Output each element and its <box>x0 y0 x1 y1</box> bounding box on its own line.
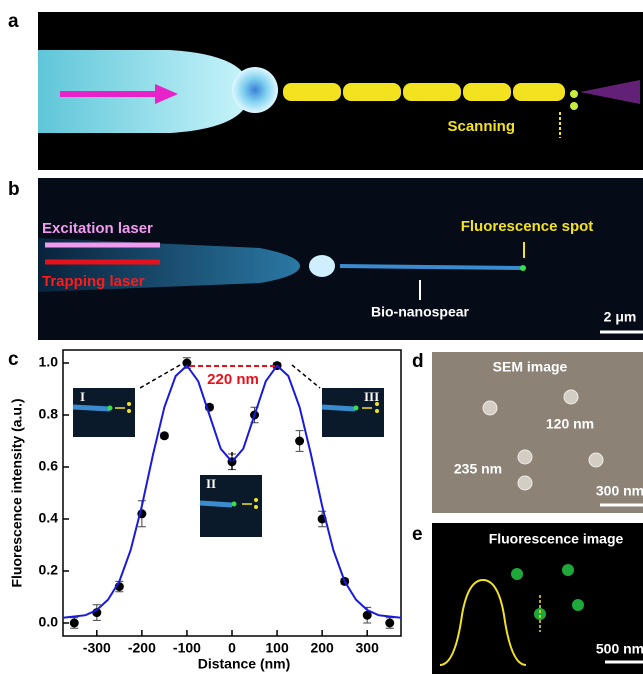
spear-label: Bio-nanospear <box>371 304 470 320</box>
figure: a Scanning b Excitation laser Trapping l… <box>0 0 643 674</box>
sphere <box>232 67 278 113</box>
y-tick-label: 0.6 <box>39 458 59 474</box>
sem-title: SEM image <box>493 359 568 375</box>
x-tick-label: -200 <box>128 640 156 656</box>
y-tick-label: 0.0 <box>39 614 59 630</box>
data-point <box>295 437 304 446</box>
fluo-title: Fluorescence image <box>489 531 624 547</box>
x-tick-label: 0 <box>228 640 236 656</box>
x-tick-label: -100 <box>173 640 201 656</box>
inset-label: I <box>80 389 85 404</box>
x-tick-label: 200 <box>310 640 334 656</box>
x-tick-label: 300 <box>356 640 380 656</box>
panel-label: a <box>8 11 19 32</box>
data-point <box>385 619 394 628</box>
y-tick-label: 0.4 <box>39 510 59 526</box>
x-tick-label: -300 <box>83 640 111 656</box>
insets <box>73 365 384 537</box>
y-tick-label: 1.0 <box>39 354 59 370</box>
panel-label: e <box>412 524 423 545</box>
y-tick-label: 0.2 <box>39 562 59 578</box>
scanning-label: Scanning <box>447 118 515 135</box>
spot-label: Fluorescence spot <box>461 218 594 235</box>
inset-label: III <box>364 389 379 404</box>
particle <box>570 102 578 110</box>
excitation-label: Excitation laser <box>42 220 153 237</box>
scale-label: 300 nm <box>596 483 643 499</box>
trapping-label: Trapping laser <box>42 273 145 290</box>
y-axis-label: Fluorescence intensity (a.u.) <box>9 398 25 587</box>
panel-label: c <box>8 349 19 370</box>
panel-label: b <box>8 179 20 200</box>
spot <box>520 265 526 271</box>
spear <box>340 266 523 268</box>
y-tick-label: 0.8 <box>39 406 59 422</box>
rods <box>283 83 565 101</box>
particle <box>570 90 578 98</box>
inset-label: II <box>206 476 216 491</box>
scale-label: 2 μm <box>604 309 637 325</box>
x-axis-label: Distance (nm) <box>198 656 291 672</box>
x-tick-label: 100 <box>265 640 289 656</box>
width-label: 120 nm <box>546 416 594 432</box>
length-label: 235 nm <box>454 461 502 477</box>
data-point <box>160 431 169 440</box>
scale-label: 500 nm <box>596 641 643 657</box>
annotation: 220 nm <box>207 371 259 388</box>
panel-label: d <box>412 351 424 372</box>
sphere <box>309 255 335 277</box>
data-point <box>70 619 79 628</box>
